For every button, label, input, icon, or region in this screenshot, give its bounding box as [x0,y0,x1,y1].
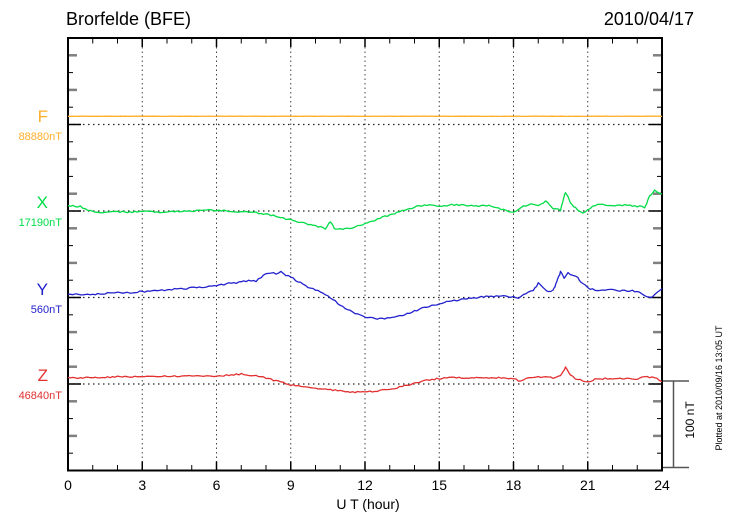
date-label: 2010/04/17 [603,9,694,29]
x-tick-label-12: 12 [357,477,373,493]
x-tick-label-6: 6 [212,477,221,493]
plot-border [67,37,663,472]
x-tick-label-15: 15 [431,477,448,493]
trace-Z [67,366,663,394]
series-letter-F: F [37,106,48,126]
series-baseline-value-X: 17190nT [18,217,62,229]
series-baseline-value-Z: 46840nT [18,390,62,402]
x-tick-label-9: 9 [286,477,295,493]
series-letter-Y: Y [36,279,48,299]
trace-Y [68,270,663,320]
x-tick-label-3: 3 [138,477,147,493]
page-title: Brorfelde (BFE) [66,9,192,29]
series-baseline-value-Y: 560nT [30,303,62,316]
x-tick-label-0: 0 [64,477,72,493]
series-letter-X: X [36,193,48,212]
x-tick-label-18: 18 [505,477,522,493]
x-tick-label-24: 24 [654,477,670,493]
x-tick-label-21: 21 [579,477,596,493]
scale-bar-label: 100 nT [683,401,697,439]
series-letter-Z: Z [37,366,48,385]
x-axis-title: U T (hour) [336,496,400,512]
series-baseline-value-F: 88880nT [18,130,62,143]
plot-timestamp: Plotted at 2010/09/16 13:05 UT [714,325,724,451]
trace-X [67,189,663,231]
